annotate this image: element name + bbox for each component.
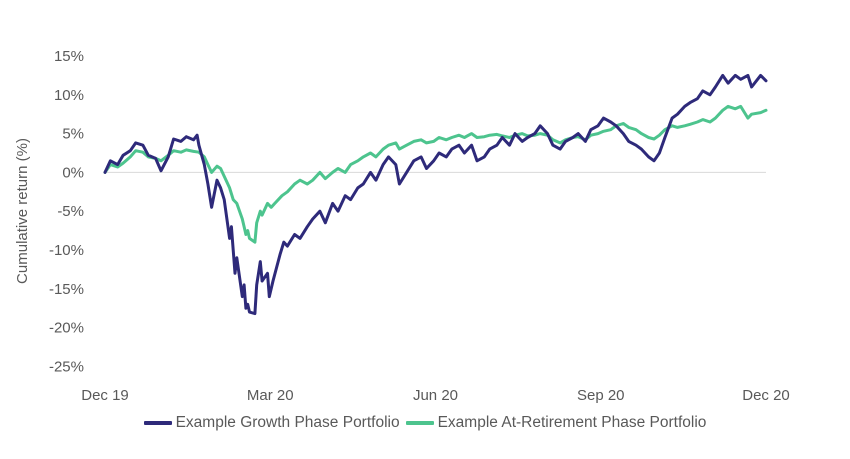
at-retirement-series-line — [103, 104, 768, 244]
y-tick-label: -10% — [49, 242, 84, 259]
chart-legend: Example Growth Phase Portfolio Example A… — [0, 414, 850, 432]
y-tick-label: -5% — [57, 203, 84, 220]
y-axis-ticks: 15% 10% 5% 0% -5% -10% -15% -20% -25% — [49, 48, 84, 375]
growth-series-line — [103, 73, 768, 316]
x-axis-ticks: Dec 19 Mar 20 Jun 20 Sep 20 Dec 20 — [81, 387, 790, 404]
legend-label-at-retirement: Example At-Retirement Phase Portfolio — [437, 414, 707, 431]
legend-item-at-retirement: Example At-Retirement Phase Portfolio — [405, 414, 707, 432]
legend-swatch-at-retirement — [405, 421, 434, 425]
x-tick-label: Sep 20 — [577, 387, 625, 404]
y-axis-title: Cumulative return (%) — [14, 138, 31, 284]
y-tick-label: 10% — [54, 87, 84, 104]
y-tick-label: -20% — [49, 320, 84, 337]
y-tick-label: 15% — [54, 48, 84, 65]
x-tick-label: Jun 20 — [413, 387, 458, 404]
x-tick-label: Dec 19 — [81, 387, 129, 404]
y-tick-label: 5% — [62, 126, 84, 143]
x-tick-label: Dec 20 — [742, 387, 790, 404]
y-tick-label: 0% — [62, 164, 84, 181]
y-tick-label: -15% — [49, 281, 84, 298]
series-lines — [103, 73, 768, 316]
y-tick-label: -25% — [49, 358, 84, 375]
x-tick-label: Mar 20 — [247, 387, 294, 404]
legend-item-growth: Example Growth Phase Portfolio — [143, 414, 400, 432]
y-axis-title-group: Cumulative return (%) — [14, 138, 31, 284]
legend-label-growth: Example Growth Phase Portfolio — [175, 414, 400, 431]
legend-swatch-growth — [143, 421, 172, 425]
